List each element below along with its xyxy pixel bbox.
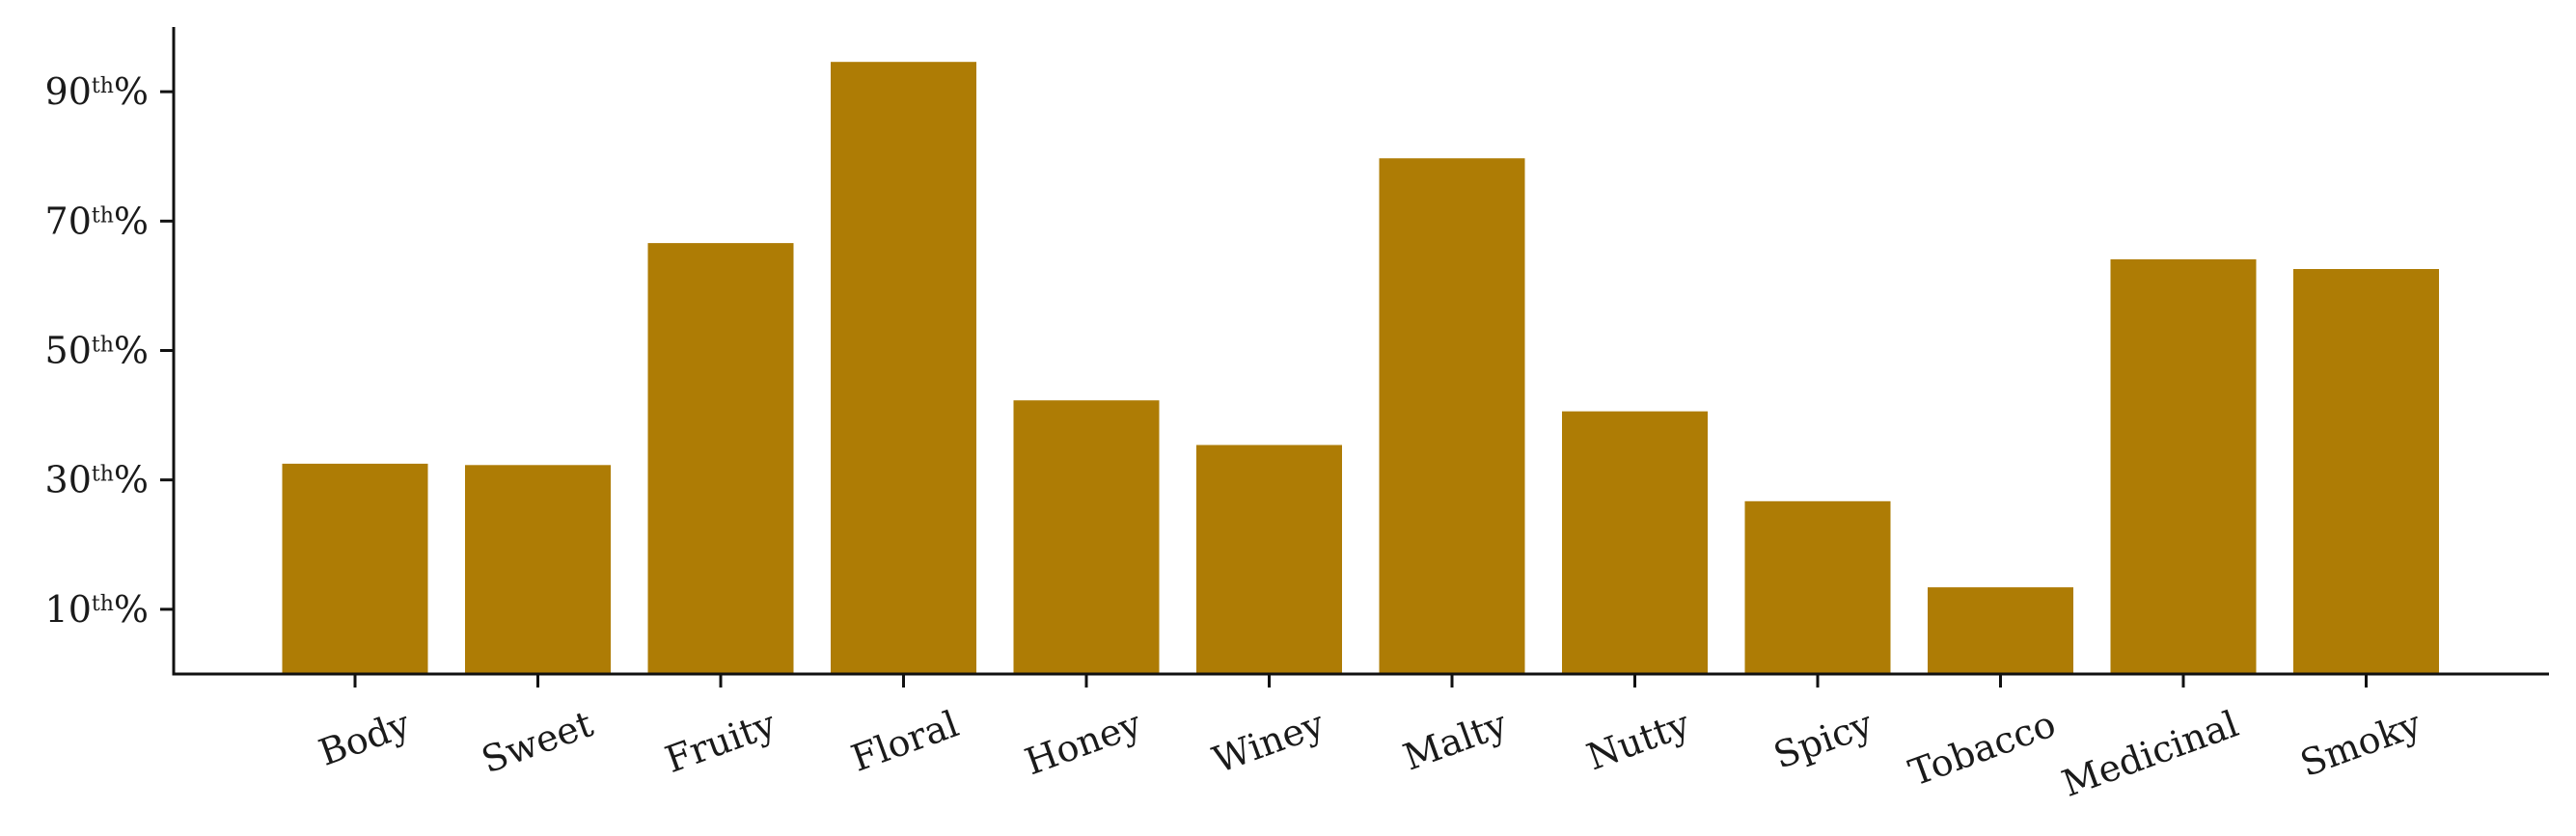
y-tick-label-90: 90th% [45,70,149,113]
bar-fruity [647,243,794,674]
x-tick-label-body: Body [314,702,416,774]
bar-medicinal [2110,258,2257,674]
x-tick-label-sweet: Sweet [476,702,598,781]
bar-floral [831,62,976,674]
bar-sweet [465,465,611,674]
x-tick-label-honey: Honey [1020,702,1147,783]
bar-tobacco [1928,587,2073,674]
bar-winey [1196,445,1342,674]
x-tick-label-medicinal: Medicinal [2057,702,2244,805]
bar-smoky [2293,269,2439,674]
x-tick-label-spicy: Spicy [1768,702,1878,777]
y-tick-label-50: 50th% [45,330,149,372]
x-tick-label-fruity: Fruity [660,702,781,781]
x-tick-label-tobacco: Tobacco [1904,702,2061,794]
x-tick-label-winey: Winey [1207,702,1329,781]
x-axis: Body Sweet Fruity Floral Honey Winey Malty Nutt… [172,672,2549,805]
y-axis: 10th% 30th% 50th% 70th% 90th% [45,27,176,674]
bars-group [282,62,2439,674]
x-tick-label-smoky: Smoky [2294,702,2426,785]
x-tick-label-floral: Floral [846,702,965,779]
x-tick-label-malty: Malty [1398,702,1513,778]
bar-spicy [1744,500,1891,674]
bar-nutty [1562,411,1708,674]
x-tick-label-nutty: Nutty [1581,702,1696,778]
y-tick-label-70: 70th% [45,200,149,242]
bar-honey [1013,400,1160,674]
y-tick-label-10: 10th% [45,588,149,631]
bar-malty [1379,158,1525,674]
y-tick-label-30: 30th% [45,459,149,501]
bar-body [282,463,428,674]
